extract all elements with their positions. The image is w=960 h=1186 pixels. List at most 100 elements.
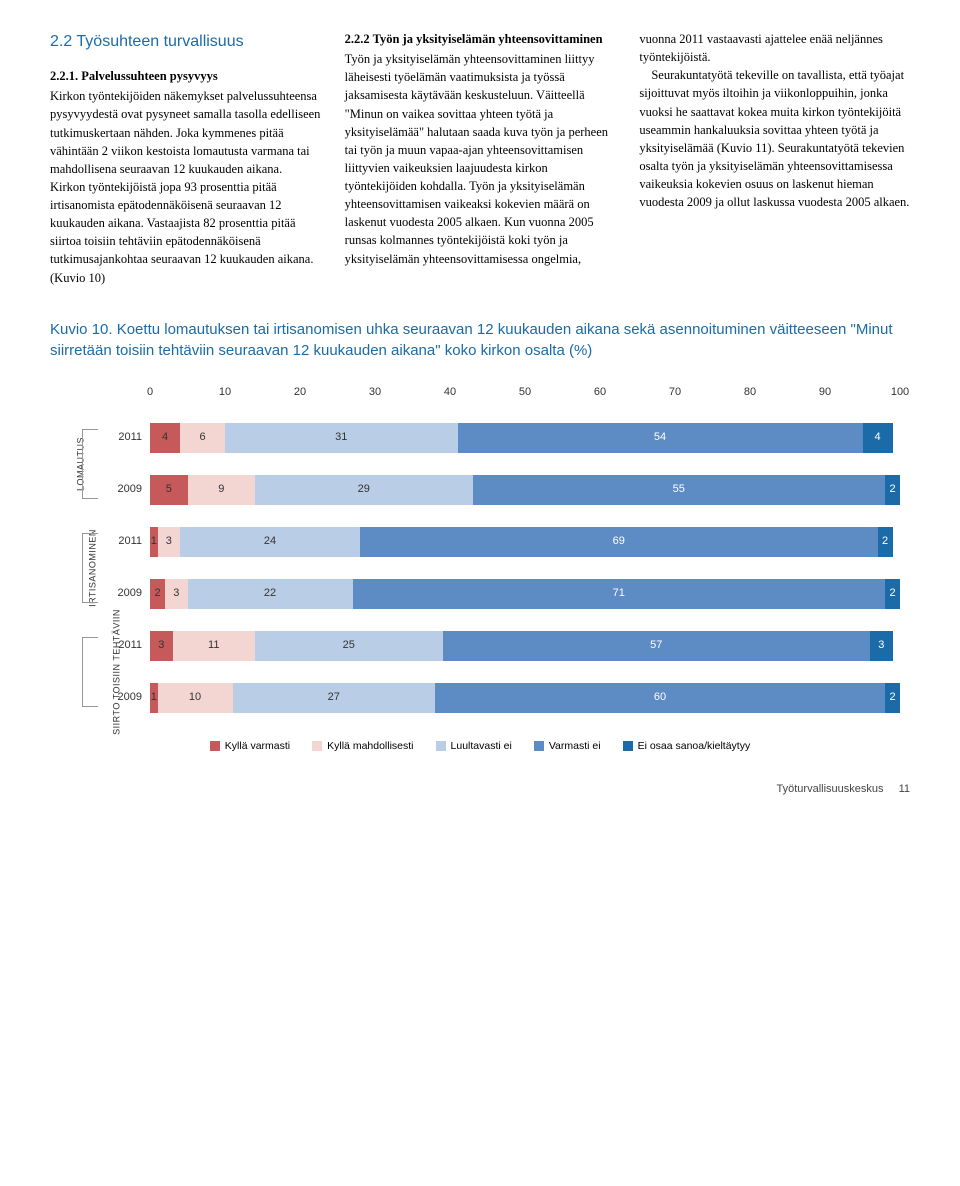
bar-segment: 1 [150,683,158,713]
legend-swatch [210,741,220,751]
bar-segment: 2 [885,579,900,609]
axis-tick: 100 [891,385,909,401]
axis-tick: 60 [594,385,606,401]
text-columns: 2.2 Työsuhteen turvallisuus 2.2.1. Palve… [50,30,910,287]
bar-segment: 4 [863,423,893,453]
bar-segment: 10 [158,683,233,713]
bar-segment: 27 [233,683,436,713]
page-footer: Työturvallisuuskeskus 11 [50,782,910,798]
bar-segment: 71 [353,579,886,609]
bar-remainder [893,423,901,453]
bar-segment: 2 [150,579,165,609]
column-1-text: Kirkon työntekijöiden näkemykset palvelu… [50,87,321,286]
legend-item: Varmasti ei [534,739,601,754]
bar-segment: 2 [878,527,893,557]
bar-segment: 24 [180,527,360,557]
bar-segment: 3 [150,631,173,661]
bar-container: 5929552 [150,475,900,505]
bar-remainder [893,631,901,661]
axis-tick: 0 [147,385,153,401]
bar-segment: 6 [180,423,225,453]
axis-tick: 30 [369,385,381,401]
chart-legend: Kyllä varmasti Kyllä mahdollisesti Luultav… [50,739,910,754]
legend-item: Ei osaa sanoa/kieltäytyy [623,739,751,754]
bar-segment: 5 [150,475,188,505]
column-3-text-a: vuonna 2011 vastaavasti ajattelee enää n… [639,30,910,66]
year-label: 2009 [110,482,150,498]
bar-row: 20092322712 [110,577,900,611]
axis-tick: 50 [519,385,531,401]
group-label: SIIRTO TOISIIN TEHTÄVIIN [110,609,123,735]
bar-segment: 69 [360,527,878,557]
legend-label: Varmasti ei [549,739,601,754]
bar-container: 1324692 [150,527,900,557]
legend-swatch [312,741,322,751]
bar-segment: 55 [473,475,886,505]
bar-row: 200911027602 [110,681,900,715]
bar-segment: 1 [150,527,158,557]
bar-row: 20111324692 [110,525,900,559]
legend-label: Luultavasti ei [451,739,512,754]
subsection-1-title: 2.2.1. Palvelussuhteen pysyvyys [50,67,321,85]
footer-text: Työturvallisuuskeskus [777,783,884,795]
bar-segment: 57 [443,631,871,661]
column-1: 2.2 Työsuhteen turvallisuus 2.2.1. Palve… [50,30,321,287]
bar-segment: 2 [885,683,900,713]
axis-tick: 90 [819,385,831,401]
bar-container: 31125573 [150,631,900,661]
bar-row: 20095929552 [110,473,900,507]
bar-segment: 9 [188,475,256,505]
legend-swatch [534,741,544,751]
legend-swatch [436,741,446,751]
legend-label: Kyllä mahdollisesti [327,739,413,754]
chart-group: SIIRTO TOISIIN TEHTÄVIIN2011311255732009… [110,629,900,715]
year-label: 2011 [110,430,150,446]
bar-remainder [893,527,901,557]
legend-item: Luultavasti ei [436,739,512,754]
column-2: 2.2.2 Työn ja yksityiselämän yhteensovit… [345,30,616,287]
section-title: 2.2 Työsuhteen turvallisuus [50,30,321,53]
legend-label: Kyllä varmasti [225,739,290,754]
year-label: 2011 [110,534,150,550]
bar-segment: 4 [150,423,180,453]
axis-tick: 20 [294,385,306,401]
subsection-2-title: 2.2.2 Työn ja yksityiselämän yhteensovit… [345,30,616,48]
bar-container: 4631544 [150,423,900,453]
bar-container: 2322712 [150,579,900,609]
legend-item: Kyllä varmasti [210,739,290,754]
bar-row: 201131125573 [110,629,900,663]
year-label: 2009 [110,586,150,602]
legend-label: Ei osaa sanoa/kieltäytyy [638,739,751,754]
chart-group: IRTISANOMINEN2011132469220092322712 [110,525,900,611]
bar-segment: 22 [188,579,353,609]
bar-segment: 31 [225,423,458,453]
bar-segment: 25 [255,631,443,661]
chart-group: LOMAUTUS2011463154420095929552 [110,421,900,507]
column-3: vuonna 2011 vastaavasti ajattelee enää n… [639,30,910,287]
bar-container: 11027602 [150,683,900,713]
legend-item: Kyllä mahdollisesti [312,739,413,754]
bar-segment: 3 [165,579,188,609]
bar-segment: 60 [435,683,885,713]
group-bracket [82,429,98,499]
axis-tick: 10 [219,385,231,401]
chart-title: Kuvio 10. Koettu lomautuksen tai irtisan… [50,319,910,361]
group-bracket [82,533,98,603]
chart-area: 0102030405060708090100 LOMAUTUS201146315… [110,385,900,715]
bar-segment: 54 [458,423,863,453]
axis-tick: 40 [444,385,456,401]
axis-tick: 70 [669,385,681,401]
column-2-text: Työn ja yksityiselämän yhteensovittamine… [345,50,616,268]
column-3-text-b: Seurakuntatyötä tekeville on tavallista,… [639,66,910,211]
axis-tick: 80 [744,385,756,401]
bar-segment: 3 [870,631,893,661]
bar-segment: 3 [158,527,181,557]
page-number: 11 [899,783,910,795]
bar-row: 20114631544 [110,421,900,455]
group-bracket [82,637,98,707]
x-axis: 0102030405060708090100 [150,385,900,403]
bar-segment: 29 [255,475,473,505]
bar-segment: 11 [173,631,256,661]
legend-swatch [623,741,633,751]
bar-segment: 2 [885,475,900,505]
